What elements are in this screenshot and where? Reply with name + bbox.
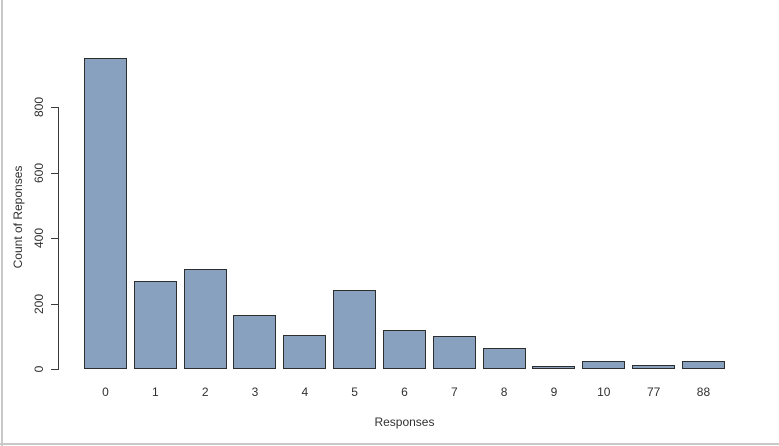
x-tick-label: 5	[351, 385, 358, 399]
x-tick-label: 77	[646, 385, 661, 399]
bar-9	[532, 365, 575, 369]
bar-0	[84, 57, 127, 369]
bar-77	[632, 364, 675, 369]
bar-3	[233, 314, 276, 369]
y-axis-tick	[51, 238, 58, 239]
bar-4	[283, 334, 326, 369]
x-tick-label: 4	[301, 385, 309, 399]
x-tick-label: 3	[251, 385, 259, 399]
x-tick-label: 1	[151, 385, 159, 399]
y-axis-title: Count of Reponses	[11, 165, 25, 269]
y-tick-label: 600	[32, 162, 46, 183]
bar-6	[383, 329, 426, 369]
window-edge-left	[1, 0, 3, 446]
x-tick-label: 10	[597, 385, 611, 399]
bar-88	[682, 361, 725, 369]
y-axis-tick	[51, 303, 58, 305]
x-tick-label: 8	[500, 385, 508, 399]
x-tick-label: 0	[102, 385, 109, 399]
y-tick-label: 800	[32, 96, 46, 118]
y-axis-tick	[51, 172, 58, 174]
x-tick-label: 88	[696, 385, 711, 399]
bar-5	[333, 290, 376, 369]
x-tick-label: 2	[201, 385, 209, 399]
y-tick-label: 0	[32, 365, 46, 373]
y-tick-label: 400	[32, 227, 46, 249]
y-axis-tick	[51, 369, 58, 370]
y-axis-tick	[51, 107, 58, 108]
bar-1	[134, 280, 177, 369]
x-tick-label: 7	[450, 385, 458, 399]
bar-10	[582, 360, 625, 369]
y-tick-label: 200	[32, 293, 46, 314]
bar-8	[483, 347, 526, 369]
bar-7	[433, 336, 476, 369]
x-tick-label: 6	[401, 385, 408, 399]
x-axis-title: Responses	[374, 415, 435, 429]
y-axis-line	[58, 107, 59, 370]
window-edge-bottom	[0, 443, 779, 445]
x-tick-label: 9	[550, 385, 558, 399]
bar-2	[184, 269, 227, 369]
